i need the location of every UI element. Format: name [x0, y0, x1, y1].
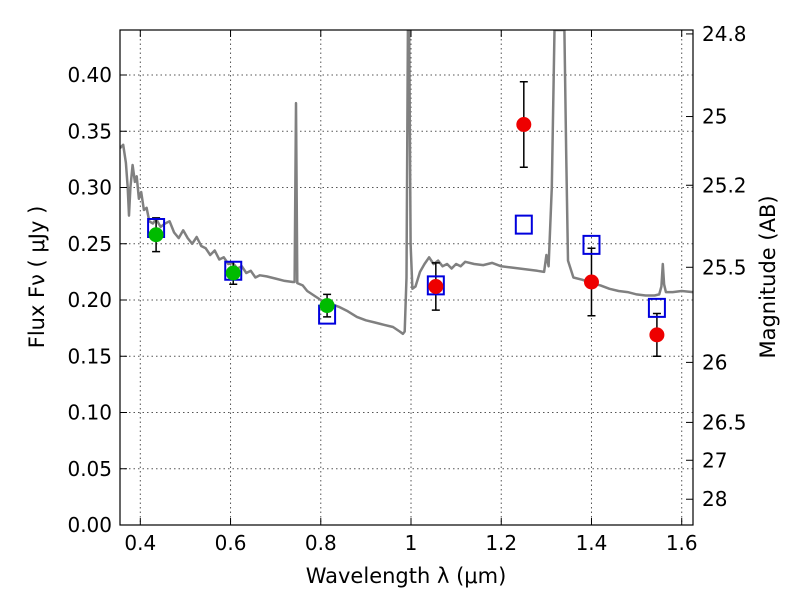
x-axis-label: Wavelength λ (μm)	[306, 564, 507, 588]
y-tick-label: 0.00	[67, 513, 112, 537]
observed-optical-point	[319, 298, 335, 314]
plot-frame	[119, 29, 694, 526]
x-tick-label: 0.6	[215, 531, 247, 555]
y-tick-label: 0.35	[67, 119, 112, 143]
y2-axis-label: Magnitude (AB)	[756, 195, 780, 358]
y2-tick-label: 26.5	[702, 410, 747, 434]
model-photometry-square	[514, 214, 533, 235]
y2-tick-label: 25	[702, 105, 727, 129]
model-spectrum-line	[120, 30, 693, 336]
observed-nir-point	[649, 327, 665, 343]
observed-photometry-layer	[148, 117, 665, 343]
y-tick-label: 0.15	[67, 344, 112, 368]
model-photometry-square	[426, 275, 445, 296]
y-tick-label: 0.20	[67, 288, 112, 312]
observed-nir-point	[583, 274, 599, 290]
x-tick-label: 0.8	[305, 531, 337, 555]
y2-tick-label: 24.8	[702, 22, 747, 46]
model-photometry-square	[582, 234, 601, 255]
x-tick-label: 1.4	[576, 531, 608, 555]
y-tick-label: 0.05	[67, 457, 112, 481]
x-axis-ticks: 0.4 0.6 0.8 1 1.2 1.4 1.6	[124, 30, 698, 555]
observed-optical-point	[225, 265, 241, 281]
y2-tick-label: 27	[702, 448, 727, 472]
y2-tick-label: 25.5	[702, 255, 747, 279]
observed-nir-point	[516, 117, 532, 132]
x-tick-label: 1.2	[485, 531, 517, 555]
y-tick-label: 0.30	[67, 176, 112, 200]
y-axis-ticks: 0.00 0.05 0.10 0.15 0.20 0.25 0.30 0.35 0.40	[67, 63, 127, 537]
y-axis-label: Flux Fν ( μJy )	[25, 206, 49, 349]
y2-tick-label: 25.2	[702, 173, 747, 197]
y-tick-label: 0.10	[67, 401, 112, 425]
y-tick-label: 0.40	[67, 63, 112, 87]
x-tick-label: 1	[405, 531, 418, 555]
observed-nir-point	[428, 279, 444, 294]
x-tick-label: 1.6	[666, 531, 698, 555]
x-tick-label: 0.4	[124, 531, 156, 555]
model-photometry-layer	[147, 214, 666, 325]
model-photometry-square	[647, 297, 666, 318]
model-spectrum-layer	[120, 30, 693, 336]
y2-tick-label: 26	[702, 350, 727, 374]
y2-tick-label: 28	[702, 487, 727, 511]
y-tick-label: 0.25	[67, 232, 112, 256]
observed-optical-point	[148, 227, 164, 243]
y2-axis-ticks: 24.8 25 25.2 25.5 26 26.5 27 28	[686, 22, 747, 511]
